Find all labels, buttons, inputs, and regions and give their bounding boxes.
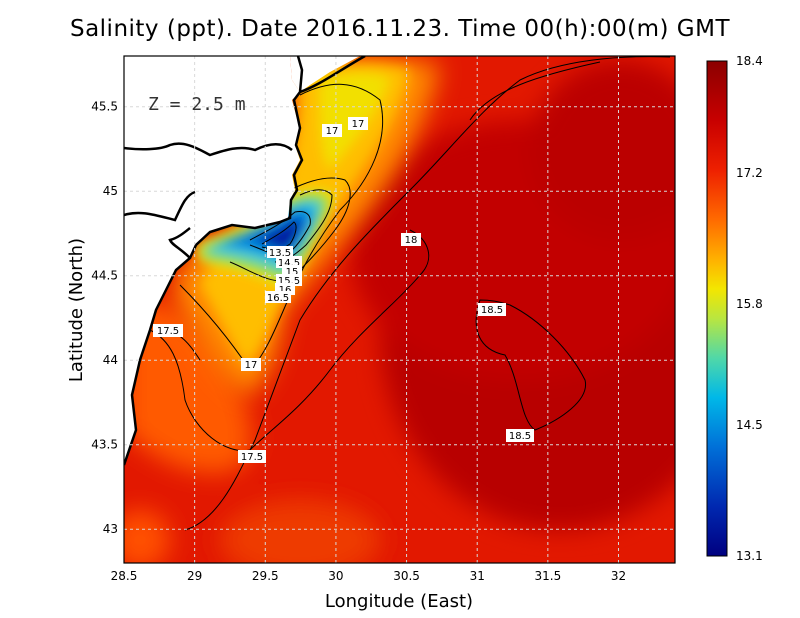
svg-text:17.5: 17.5 (157, 326, 179, 337)
contour-label-18: 18 (401, 233, 421, 246)
x-tick-label: 31.5 (534, 569, 561, 583)
contour-label-17-b: 17 (348, 117, 368, 130)
x-tick-labels: 28.5 29 29.5 30 30.5 31 31.5 32 (111, 569, 626, 583)
contour-label-18-5-a: 18.5 (478, 303, 506, 316)
colorbar-tick-label: 13.1 (736, 549, 763, 563)
x-tick-label: 29 (187, 569, 202, 583)
svg-text:17: 17 (352, 119, 365, 130)
svg-text:17: 17 (245, 360, 258, 371)
contour-label-17-a: 17 (322, 124, 342, 137)
x-tick-label: 30.5 (393, 569, 420, 583)
y-tick-label: 45 (103, 184, 118, 198)
svg-text:15: 15 (286, 267, 299, 278)
contour-label-16-5: 16.5 (265, 291, 291, 304)
depth-label: Z = 2.5 m (148, 94, 246, 115)
contour-label-17-c: 17 (241, 358, 261, 371)
x-tick-label: 30 (328, 569, 343, 583)
colorbar-tick-label: 17.2 (736, 166, 763, 180)
y-axis-title: Latitude (North) (66, 238, 87, 382)
land-mass (124, 56, 360, 465)
svg-text:18: 18 (405, 235, 418, 246)
colorbar-tick-label: 15.8 (736, 297, 763, 311)
x-tick-label: 32 (611, 569, 626, 583)
svg-text:18.5: 18.5 (481, 305, 503, 316)
svg-text:13.5: 13.5 (269, 248, 291, 259)
x-tick-label: 28.5 (111, 569, 138, 583)
grid-lines (124, 56, 675, 563)
salinity-field (124, 56, 675, 563)
contour-label-17-5-b: 17.5 (238, 450, 266, 463)
colorbar (706, 60, 728, 557)
map-title: Salinity (ppt). Date 2016.11.23. Time 00… (69, 16, 731, 42)
svg-text:16.5: 16.5 (267, 293, 289, 304)
colorbar-tick-label: 18.4 (736, 54, 763, 68)
contour-label-group: 17 17 18 18.5 18.5 17.5 17 17.5 14.5 15 … (153, 117, 534, 463)
x-tick-label: 29.5 (252, 569, 279, 583)
svg-text:17: 17 (326, 126, 339, 137)
contour-label-17-5-a: 17.5 (153, 324, 183, 337)
svg-text:16: 16 (279, 285, 292, 296)
colorbar-tick-labels: 18.4 17.2 15.8 14.5 13.1 (736, 54, 763, 563)
y-tick-label: 44 (103, 353, 118, 367)
y-tick-label: 45.5 (91, 100, 118, 114)
y-tick-label: 43.5 (91, 438, 118, 452)
y-tick-label: 44.5 (91, 269, 118, 283)
svg-text:14.5: 14.5 (278, 258, 300, 269)
x-axis-title: Longitude (East) (325, 591, 473, 612)
contour-label-18-5-b: 18.5 (506, 429, 534, 442)
svg-text:15.5: 15.5 (278, 276, 300, 287)
plot-frame (123, 55, 676, 564)
y-tick-label: 43 (103, 522, 118, 536)
x-tick-label: 31 (470, 569, 485, 583)
svg-text:18.5: 18.5 (509, 431, 531, 442)
y-tick-labels: 43 43.5 44 44.5 45 45.5 (91, 100, 118, 537)
colorbar-tick-label: 14.5 (736, 418, 763, 432)
svg-text:17.5: 17.5 (241, 452, 263, 463)
contour-label-13-5: 13.5 (267, 246, 293, 259)
